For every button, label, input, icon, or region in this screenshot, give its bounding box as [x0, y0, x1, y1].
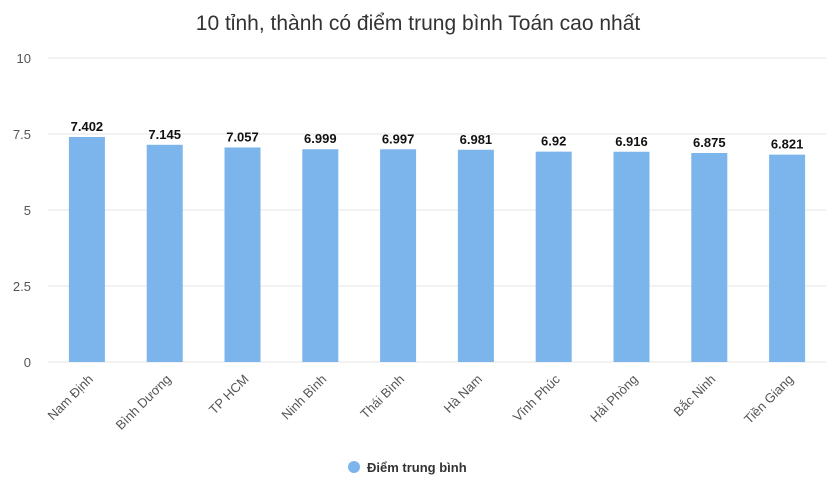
x-tick-label: Tiền Giang	[741, 372, 796, 427]
y-tick-label: 10	[17, 51, 31, 66]
y-tick-label: 7.5	[13, 127, 31, 142]
data-label: 6.999	[304, 131, 337, 146]
chart-title: 10 tỉnh, thành có điểm trung bình Toán c…	[196, 12, 641, 35]
x-tick-label: Hà Nam	[441, 372, 485, 416]
x-tick-label: Ninh Bình	[278, 372, 329, 423]
bar-series	[68, 136, 806, 362]
legend-marker-icon	[348, 461, 360, 473]
y-tick-label: 0	[24, 355, 31, 370]
legend[interactable]: Điểm trung bình	[348, 460, 467, 475]
data-label: 7.402	[71, 119, 104, 134]
x-tick-label: Hải Phòng	[587, 372, 641, 426]
bar[interactable]	[769, 154, 806, 362]
x-tick-label: Bắc Ninh	[671, 372, 719, 420]
data-label: 6.875	[693, 135, 726, 150]
x-tick-label: Thái Bình	[357, 372, 407, 422]
bar[interactable]	[613, 151, 650, 362]
data-label: 6.916	[615, 134, 648, 149]
x-tick-label: Vĩnh Phúc	[510, 371, 563, 424]
bar[interactable]	[224, 147, 261, 362]
y-axis-ticks: 0 2.5 5 7.5 10	[13, 51, 31, 370]
data-label: 6.981	[460, 132, 493, 147]
data-labels: 7.402 7.145 7.057 6.999 6.997 6.981 6.92 6.916 6…	[71, 119, 804, 152]
legend-label: Điểm trung bình	[367, 460, 467, 475]
y-tick-label: 2.5	[13, 279, 31, 294]
bar[interactable]	[302, 149, 339, 362]
x-tick-label: TP HCM	[206, 372, 252, 418]
bar[interactable]	[146, 144, 183, 362]
bar[interactable]	[535, 151, 572, 362]
x-axis-ticks: Nam Định Bình Dương TP HCM Ninh Bình Thái Bì…	[45, 371, 797, 432]
bar[interactable]	[68, 136, 105, 362]
x-tick-label: Nam Định	[45, 372, 96, 423]
data-label: 7.057	[226, 129, 259, 144]
bar[interactable]	[691, 153, 728, 362]
bar[interactable]	[457, 149, 494, 362]
data-label: 6.92	[541, 134, 566, 149]
data-label: 7.145	[148, 127, 181, 142]
bar[interactable]	[380, 149, 417, 362]
y-tick-label: 5	[24, 203, 31, 218]
data-label: 6.821	[771, 137, 804, 152]
data-label: 6.997	[382, 131, 415, 146]
x-tick-label: Bình Dương	[113, 372, 174, 433]
